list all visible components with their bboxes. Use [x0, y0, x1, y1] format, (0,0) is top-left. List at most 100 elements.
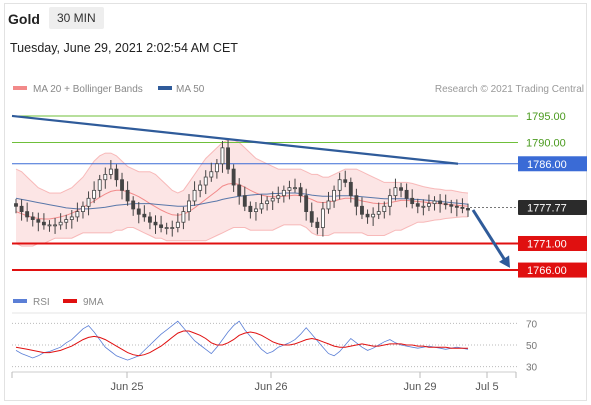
timeframe-selector[interactable]: 30 MIN: [49, 7, 104, 29]
legend-swatch-rsi: [13, 299, 27, 303]
candle-body: [30, 216, 35, 220]
credit-text: Research © 2021 Trading Central: [435, 84, 584, 95]
candle-body: [287, 187, 292, 191]
symbol-title: Gold: [8, 11, 40, 27]
x-axis: Jun 25 Jun 26 Jun 29 Jul 5: [11, 372, 517, 393]
bollinger-lower-line: [15, 216, 468, 247]
candle-body: [19, 205, 24, 213]
candle-body: [304, 195, 309, 213]
x-tick-label-2: Jun 29: [403, 381, 436, 393]
x-tick-label-1: Jun 26: [254, 381, 287, 393]
candle-body: [36, 219, 41, 223]
candle-body: [231, 168, 236, 186]
legend-ma50: MA 50: [176, 84, 205, 95]
projection-arrow-head: [499, 255, 510, 268]
legend-swatch-ma50: [158, 86, 172, 90]
timestamp: Tuesday, June 29, 2021 2:02:54 AM CET: [10, 41, 238, 55]
candle-body: [47, 224, 52, 227]
candle-body: [454, 205, 459, 208]
candle-body: [136, 208, 141, 215]
candle-body: [376, 211, 381, 215]
candle-body: [142, 213, 147, 218]
candle-body: [237, 184, 242, 197]
candle-body: [354, 195, 359, 207]
candle-body: [399, 187, 403, 191]
candle-body: [92, 189, 97, 199]
candle-body: [309, 211, 314, 223]
candle-body: [404, 189, 409, 199]
chart-header: Gold 30 MIN: [0, 0, 591, 34]
candle-body: [276, 195, 281, 199]
rsi-tick-label-2: 30: [526, 363, 538, 374]
candle-body: [248, 205, 253, 213]
candle-body: [147, 216, 152, 223]
candle-body: [466, 208, 470, 211]
trendline: [11, 114, 459, 165]
candle-body: [320, 208, 325, 228]
ma20-line: [15, 182, 469, 220]
candle-body: [259, 203, 264, 210]
current-price-badge: [518, 200, 587, 216]
bollinger-band-fill: [16, 139, 468, 247]
candle-body: [187, 200, 191, 213]
candle-body: [203, 176, 208, 186]
rsi-layer: [15, 320, 469, 361]
legend-swatch-9ma: [63, 299, 77, 303]
ma50-line: [15, 192, 469, 210]
candle-body: [209, 171, 214, 178]
candle-body: [181, 211, 186, 223]
candle-body: [164, 227, 169, 229]
candle-body: [415, 203, 420, 207]
candle-body: [254, 208, 258, 212]
rsi-tick-label-1: 50: [526, 341, 538, 352]
legend-bollinger: MA 20 + Bollinger Bands: [33, 84, 143, 95]
candle-body: [214, 163, 219, 173]
candle-body: [226, 147, 230, 170]
current-price-label: 1777.77: [527, 203, 567, 215]
level-badge-4: [518, 262, 587, 278]
candle-body: [242, 195, 247, 207]
candle-body: [449, 204, 454, 207]
candle-body: [281, 189, 286, 197]
candle-body: [337, 179, 342, 191]
candle-body: [382, 205, 387, 213]
candle-body: [14, 203, 18, 207]
candle-body: [348, 181, 353, 197]
legend-swatch-bollinger: [13, 86, 27, 90]
moving-average-layer: [15, 182, 469, 220]
candle-body: [25, 211, 30, 218]
candle-body: [270, 197, 275, 202]
bollinger-upper-line: [15, 139, 469, 194]
candle-body: [75, 211, 80, 218]
candle-body: [460, 206, 465, 209]
candle-body: [371, 213, 376, 218]
candle-body: [131, 200, 136, 210]
candle-body: [432, 200, 437, 205]
candle-body: [58, 221, 63, 226]
candle-body: [97, 179, 102, 191]
level-label-0: 1795.00: [526, 111, 566, 123]
candle-body: [175, 221, 180, 228]
candle-body: [81, 205, 85, 213]
candle-body: [125, 189, 130, 202]
candle-body: [387, 195, 392, 207]
candle-body: [103, 173, 108, 181]
candle-body: [170, 227, 175, 229]
candle-body: [343, 179, 348, 183]
level-badge-2: [518, 156, 587, 172]
candle-body: [86, 197, 91, 207]
x-tick-label-0: Jun 25: [110, 381, 143, 393]
projection-arrow-shaft: [471, 209, 508, 263]
candle-body: [365, 213, 370, 218]
candlestick-layer: [14, 138, 470, 237]
candle-body: [332, 189, 337, 202]
rsi-9ma-line: [15, 330, 468, 357]
candle-body: [298, 187, 303, 197]
candle-body: [393, 187, 398, 197]
level-label-2: 1786.00: [527, 159, 567, 171]
legend-rsi: RSI: [33, 297, 50, 308]
candle-body: [120, 179, 124, 191]
candle-body: [443, 203, 448, 206]
candle-body: [192, 189, 197, 202]
